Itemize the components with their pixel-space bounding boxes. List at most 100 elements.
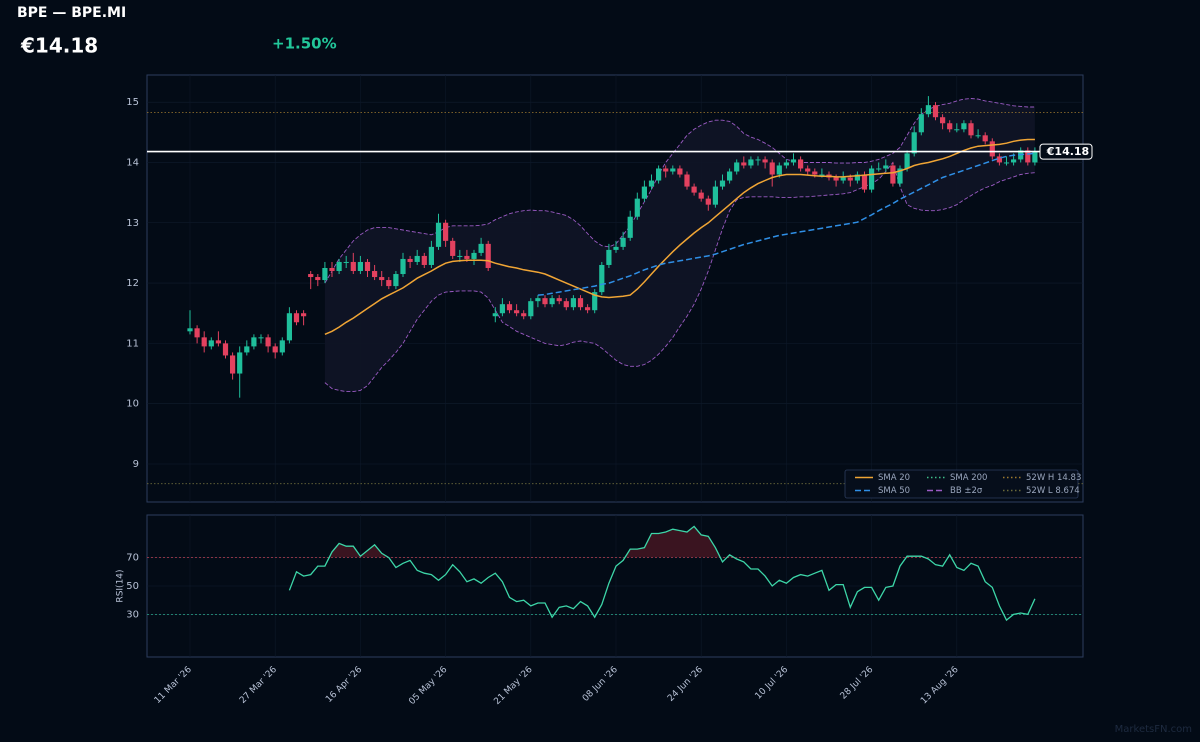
candle-body xyxy=(656,168,662,181)
candle-body xyxy=(521,313,527,317)
candle-body xyxy=(798,159,804,169)
candle-body xyxy=(769,162,775,175)
candle-body xyxy=(712,186,718,205)
candle-body xyxy=(684,174,690,187)
sma-line xyxy=(537,152,1035,296)
candle-body xyxy=(947,123,953,130)
legend-label: SMA 200 xyxy=(950,473,987,483)
legend-label: BB ±2σ xyxy=(950,486,983,496)
candle-body xyxy=(932,105,939,118)
legend-label: SMA 50 xyxy=(878,486,910,496)
candle-body xyxy=(549,298,555,305)
candle-body xyxy=(954,129,960,131)
y-tick-label: 13 xyxy=(126,218,139,229)
candle-body xyxy=(293,313,300,323)
candle-body xyxy=(819,174,825,176)
candle-body xyxy=(478,243,484,253)
candle-body xyxy=(535,298,541,302)
candle-body xyxy=(762,159,768,163)
candle-body xyxy=(315,277,321,281)
candle-body xyxy=(542,298,548,305)
candle-body xyxy=(499,304,505,314)
candle-body xyxy=(925,105,931,115)
candle-body xyxy=(414,255,420,262)
candle-body xyxy=(741,162,747,166)
y-tick-label: 30 xyxy=(126,609,139,620)
candle-body xyxy=(379,277,385,281)
overbought-fill xyxy=(329,526,951,557)
candle-body xyxy=(393,274,399,287)
candle-body xyxy=(556,298,562,302)
candle-body xyxy=(840,177,846,181)
candle-body xyxy=(989,141,995,157)
candle-body xyxy=(443,222,449,241)
candle-body xyxy=(904,153,910,169)
candle-body xyxy=(705,198,711,205)
y-tick-label: 15 xyxy=(126,97,139,108)
candle-body xyxy=(783,162,789,166)
candle-body xyxy=(194,328,200,338)
candle-body xyxy=(308,274,314,278)
candle-body xyxy=(968,123,974,136)
candle-body xyxy=(748,159,754,166)
bb-lower xyxy=(324,161,1035,393)
candle-body xyxy=(336,261,342,272)
price-tag-label: €14.18 xyxy=(1046,145,1089,158)
candle-body xyxy=(421,255,427,265)
candle-body xyxy=(322,267,328,281)
price-plot xyxy=(147,96,1083,485)
candle-body xyxy=(201,337,207,347)
overbought-zone xyxy=(329,526,951,557)
candle-body xyxy=(286,313,292,341)
candle-body xyxy=(677,168,683,175)
candle-body xyxy=(244,346,250,353)
candle-body xyxy=(975,135,981,137)
y-tick-label: 12 xyxy=(126,278,139,289)
candle-body xyxy=(734,162,740,172)
candle-body xyxy=(528,301,534,317)
candle-body xyxy=(350,261,356,272)
candle-body xyxy=(648,180,655,187)
candle-body xyxy=(386,280,392,287)
candle-body xyxy=(691,186,697,193)
candle-body xyxy=(450,240,456,256)
candle-body xyxy=(1032,151,1038,163)
candle-body xyxy=(861,174,868,190)
candle-body xyxy=(506,304,513,311)
legend-label: 52W L 8.674 xyxy=(1026,486,1080,496)
candle-body xyxy=(854,174,860,181)
candle-body xyxy=(627,216,633,238)
candle-body xyxy=(592,292,598,311)
y-tick-label: 50 xyxy=(126,581,139,592)
candle-body xyxy=(258,337,264,339)
candle-body xyxy=(918,114,924,133)
title: BPE — BPE.MI xyxy=(17,5,126,21)
candle-body xyxy=(755,159,761,161)
price-tag xyxy=(1039,143,1093,160)
candle-body xyxy=(911,132,917,154)
candle-body xyxy=(620,237,626,247)
candle-body xyxy=(208,340,214,347)
rsi-axis-label: RSI(14) xyxy=(116,569,126,602)
candle-body xyxy=(869,168,875,190)
y-tick-label: 14 xyxy=(126,157,139,168)
candle-body xyxy=(776,165,782,175)
candle-body xyxy=(634,198,640,217)
last-price: €14.18 xyxy=(20,34,98,58)
price-change: +1.50% xyxy=(272,35,337,53)
candle-body xyxy=(265,337,271,347)
candle-body xyxy=(641,186,647,199)
candle-body xyxy=(613,246,619,250)
sma-line xyxy=(324,138,1035,335)
candle-body xyxy=(890,165,896,184)
candle-body xyxy=(812,171,818,175)
candle-body xyxy=(805,168,811,172)
candle-body xyxy=(727,171,733,181)
candle-body xyxy=(833,177,839,181)
candle-body xyxy=(883,165,889,169)
candle-body xyxy=(329,267,335,272)
candle-body xyxy=(599,264,605,293)
candle-body xyxy=(464,255,470,259)
candle-body xyxy=(251,337,257,347)
candle-body xyxy=(1011,159,1017,163)
